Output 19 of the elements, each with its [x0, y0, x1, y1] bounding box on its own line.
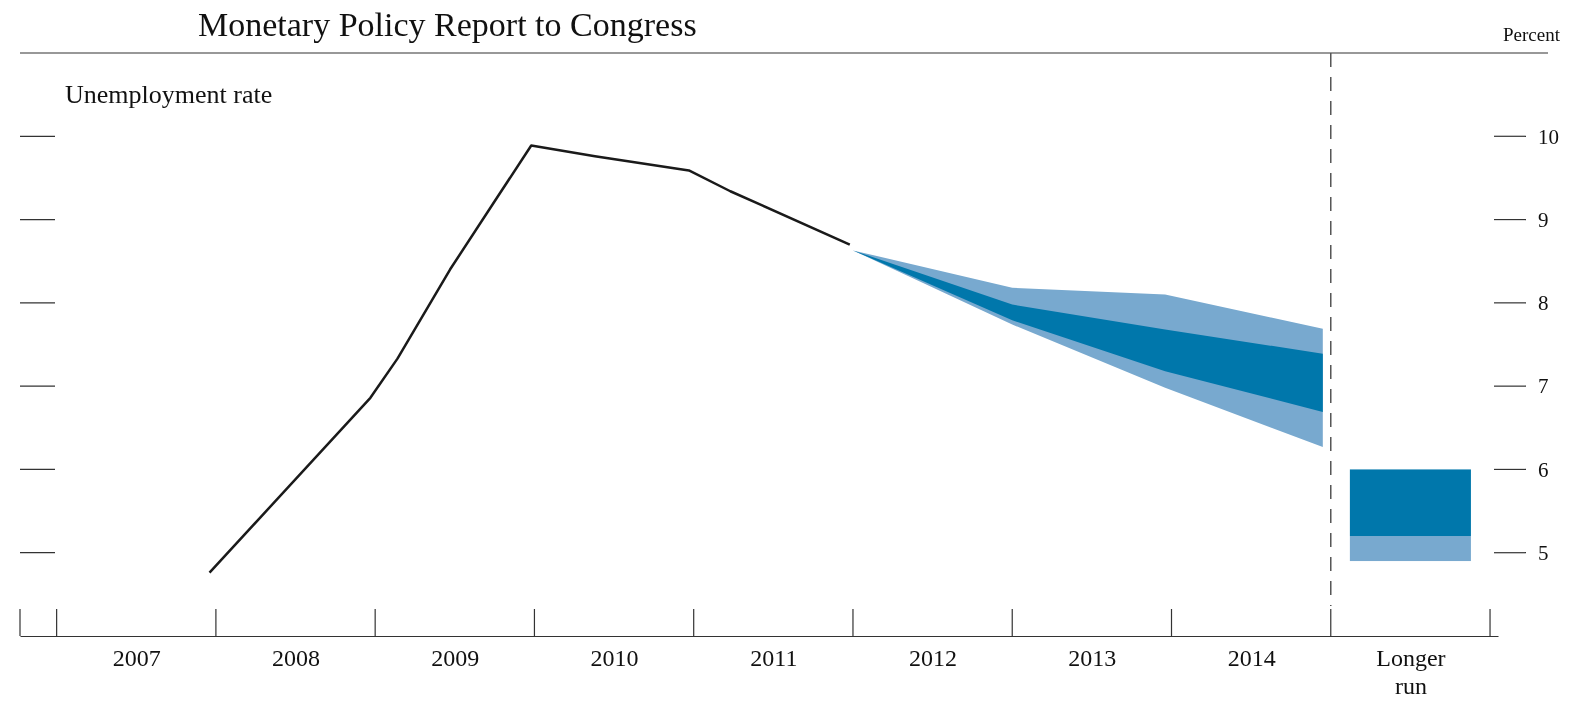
x-tick-label: 2009	[431, 645, 480, 671]
x-tick-label: Longer run	[1376, 645, 1446, 699]
x-tick-label: 2007	[112, 645, 161, 671]
y-axis-title: Percent	[1503, 24, 1561, 45]
x-tick-label: 2013	[1068, 645, 1117, 671]
x-tick-label: 2010	[590, 645, 639, 671]
x-tick-label: 2014	[1227, 645, 1276, 671]
x-tick-label: 2011	[750, 645, 798, 671]
y-tick-label: 6	[1538, 457, 1549, 482]
chart-title: Monetary Policy Report to Congress	[198, 6, 697, 43]
x-tick-label: 2008	[272, 645, 321, 671]
y-tick-label: 7	[1538, 374, 1549, 399]
line-series	[208, 144, 852, 574]
text: Unemployment rate	[65, 80, 273, 109]
x-tick-label: 2012	[909, 645, 958, 671]
y-tick-label: 9	[1538, 207, 1549, 232]
y-tick-label: 10	[1538, 124, 1559, 149]
y-tick-label: 8	[1538, 291, 1549, 316]
y-tick-label: 5	[1538, 540, 1549, 565]
